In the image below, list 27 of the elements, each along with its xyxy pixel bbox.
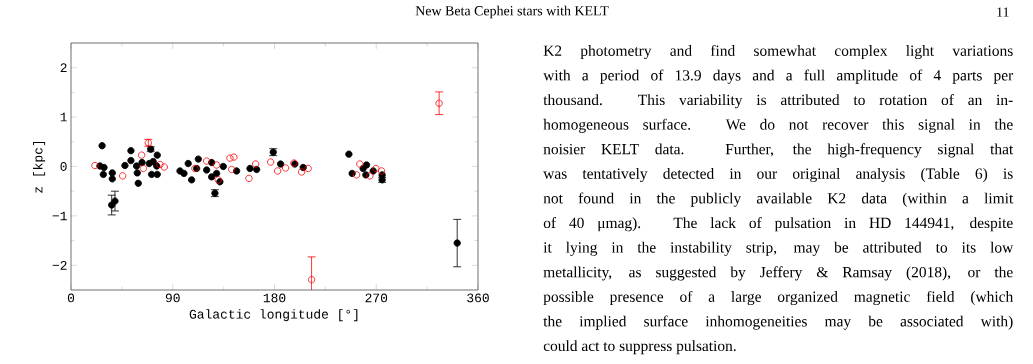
text: K2 photometry and find somewhat complex light variations bbox=[543, 44, 1013, 60]
text: the implied surface inhomogeneities may be associated with) bbox=[543, 315, 1013, 330]
text: it lying in the instability strip, may be attributed to its low bbox=[543, 241, 1014, 256]
x-axis-title: Galactic longitude [°] bbox=[189, 309, 358, 322]
y-tick-label: 1 bbox=[60, 112, 67, 122]
text: noisier KELT data. Further, the high-frequency signal that bbox=[543, 143, 1014, 158]
x-tick-label: 180 bbox=[263, 293, 286, 303]
x-tick-label: 360 bbox=[467, 293, 489, 303]
text: with a period of 13.9 days and a full amplitude of 4 parts per bbox=[543, 69, 1014, 84]
text: possible presence of a large organized magnetic field (which bbox=[543, 290, 1014, 306]
text: could act to suppress pulsation. bbox=[543, 340, 736, 355]
x-tick-label: 270 bbox=[365, 293, 388, 303]
text: metallicity, as suggested by Jeffery & Ramsay (2018), or the bbox=[543, 266, 1013, 281]
x-tick-label: 90 bbox=[165, 293, 180, 303]
text: homogeneous surface. We do not recover this signal in the bbox=[543, 118, 1013, 133]
y-tick-label: 2 bbox=[60, 63, 67, 73]
text: 11 bbox=[997, 7, 1009, 17]
text: of 40 μmag). The lack of pulsation in HD 144941, despite bbox=[543, 217, 1013, 232]
x-tick-label: 0 bbox=[67, 293, 75, 303]
y-tick-label: −1 bbox=[52, 211, 67, 221]
text: was tentatively detected in our original analysis (Table 6) is bbox=[543, 167, 1013, 183]
text: New Beta Cephei stars with KELT bbox=[415, 5, 609, 19]
text: thousand. This variability is attributed to rotation of an in- bbox=[543, 94, 1013, 109]
y-tick-label: −2 bbox=[52, 260, 67, 270]
text: not found in the publicly available K2 data (within a limit bbox=[543, 192, 1014, 207]
y-axis-title: z [kpc] bbox=[33, 141, 46, 193]
y-tick-label: 0 bbox=[60, 162, 67, 171]
